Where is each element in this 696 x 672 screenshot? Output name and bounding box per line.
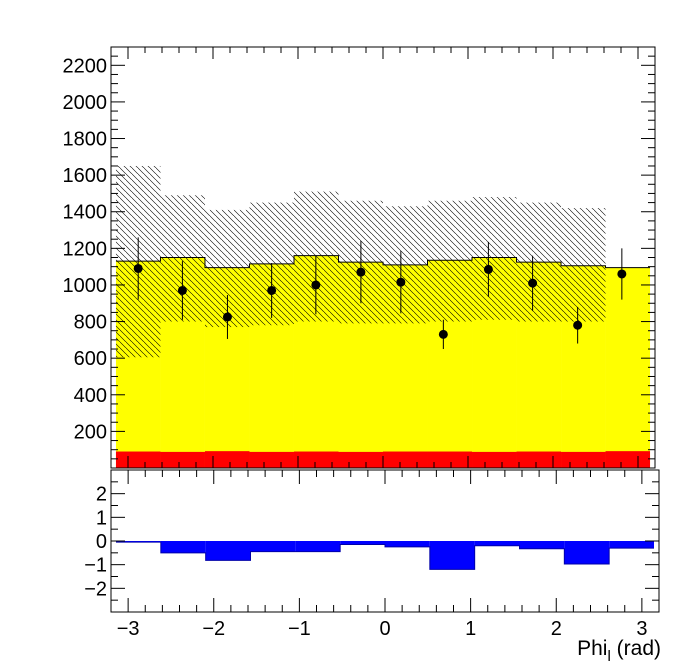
- bar-red: [427, 451, 473, 468]
- x-tick-label: 1: [465, 618, 476, 640]
- ratio-y-tick-label: 0: [96, 531, 107, 553]
- ratio-bar: [385, 541, 430, 547]
- data-point: [483, 264, 493, 274]
- bar-red: [338, 451, 383, 468]
- ratio-bar: [474, 541, 520, 546]
- ratio-bar: [160, 541, 206, 553]
- bar-red: [605, 451, 651, 468]
- bar-red: [472, 451, 517, 468]
- ratio-y-tick-label: 2: [96, 484, 107, 506]
- bar-red: [249, 451, 294, 468]
- band-segment: [383, 206, 428, 324]
- data-point: [356, 267, 366, 277]
- data-point: [267, 285, 277, 295]
- x-tick-label: −2: [202, 618, 225, 640]
- ratio-bars: [116, 541, 654, 570]
- ratio-bar: [609, 541, 654, 549]
- ratio-bar: [519, 541, 565, 549]
- y-tick-label: 400: [74, 385, 107, 407]
- ratio-bar: [564, 541, 610, 564]
- bar-red: [115, 451, 161, 468]
- band-segment: [561, 208, 606, 322]
- bar-red: [561, 451, 606, 468]
- bar-red: [383, 451, 428, 468]
- bar-red: [160, 451, 205, 468]
- band-segment: [427, 200, 473, 322]
- data-point: [438, 329, 448, 339]
- data-point: [396, 277, 406, 287]
- bar-red: [293, 451, 339, 468]
- band-segment: [516, 202, 562, 322]
- y-tick-label: 1400: [63, 202, 108, 224]
- x-tick-label: −3: [117, 618, 140, 640]
- data-points: [133, 237, 627, 350]
- ratio-bar: [250, 541, 296, 552]
- ratio-y-tick-label: −1: [84, 555, 107, 577]
- x-tick-label: 0: [379, 618, 390, 640]
- y-tick-label: 200: [74, 421, 107, 443]
- data-point: [177, 285, 187, 295]
- x-axis-label: Phil (rad): [577, 637, 661, 665]
- y-tick-label: 1800: [63, 129, 108, 151]
- ratio-bar: [116, 541, 161, 543]
- bar-yellow: [605, 267, 651, 468]
- y-tick-label: 1600: [63, 165, 108, 187]
- data-point: [617, 269, 627, 279]
- y-tick-label: 2000: [63, 92, 108, 114]
- main-x-ticks: [110, 47, 656, 468]
- ratio-outline: [116, 541, 654, 570]
- main-y-axis: 200 400 600 800 1000 1200 1400 1600 1800 2000 2200: [63, 46, 655, 469]
- ratio-bar: [429, 541, 475, 570]
- ratio-bar: [340, 541, 385, 545]
- data-point: [311, 280, 321, 290]
- band-segment: [472, 197, 517, 320]
- y-tick-label: 1200: [63, 238, 108, 260]
- data-point: [528, 278, 538, 288]
- ratio-y-tick-label: 1: [96, 507, 107, 529]
- bar-red: [204, 451, 250, 468]
- y-tick-label: 1000: [63, 275, 108, 297]
- x-tick-label: 3: [636, 618, 647, 640]
- ratio-bar: [295, 541, 341, 552]
- main-panel: 200 400 600 800 1000 1200 1400 1600 1800 2000 2200: [63, 46, 656, 469]
- y-tick-label: 800: [74, 312, 107, 334]
- data-point: [133, 263, 143, 273]
- x-tick-label: −1: [288, 618, 311, 640]
- ratio-y-tick-label: −2: [84, 578, 107, 600]
- data-point: [573, 320, 583, 330]
- ratio-x-axis: −3 −2 −1 0 1 2 3: [110, 470, 660, 640]
- bar-red: [516, 451, 562, 468]
- x-tick-label: 2: [551, 618, 562, 640]
- uncertainty-band: [115, 165, 606, 358]
- ratio-bar: [205, 541, 251, 561]
- data-point: [222, 312, 232, 322]
- y-tick-label: 600: [74, 348, 107, 370]
- y-tick-label: 2200: [63, 55, 108, 77]
